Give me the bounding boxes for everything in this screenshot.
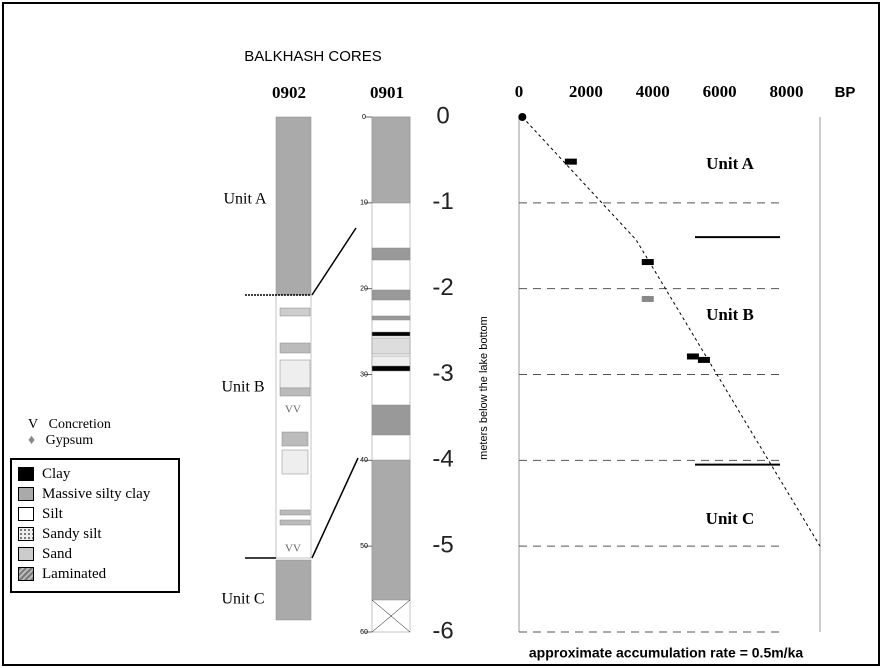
date-point bbox=[518, 113, 526, 121]
svg-text:VV: VV bbox=[285, 404, 301, 416]
unit-label: Unit C bbox=[221, 591, 264, 608]
y-tick-label: -5 bbox=[432, 532, 453, 559]
core-0902: VV VV bbox=[276, 117, 311, 620]
date-point bbox=[642, 296, 654, 302]
core-scale-label: 40 bbox=[360, 457, 368, 464]
date-point bbox=[642, 259, 654, 265]
symbol-label: Concretion bbox=[49, 417, 111, 432]
legend-label: Clay bbox=[42, 467, 152, 482]
unit-label: Unit C bbox=[706, 509, 755, 528]
legend-label: Silt bbox=[42, 507, 152, 522]
trend-line bbox=[522, 117, 820, 546]
legend-symbol: ♦ Gypsum bbox=[28, 433, 93, 449]
x-tick-label: 4000 bbox=[636, 82, 670, 101]
core-name: 0901 bbox=[370, 83, 404, 102]
legend-item: Massive silty clay bbox=[18, 487, 172, 502]
legend-item: Sand bbox=[18, 547, 172, 562]
core-scale-label: 60 bbox=[360, 629, 368, 636]
core-scale-label: 50 bbox=[360, 543, 368, 550]
core-scale-label: 30 bbox=[360, 371, 368, 378]
core-scale-label: 10 bbox=[360, 200, 368, 207]
x-tick-label: 6000 bbox=[703, 82, 737, 101]
legend-item: Silt bbox=[18, 507, 172, 522]
legend-symbol: V Concretion bbox=[28, 417, 111, 433]
symbol-label: Gypsum bbox=[46, 433, 93, 448]
legend-label: Massive silty clay bbox=[42, 487, 152, 502]
unit-label: Unit B bbox=[221, 379, 264, 396]
date-point bbox=[687, 353, 699, 359]
y-tick-label: -2 bbox=[432, 274, 453, 301]
unit-label: Unit A bbox=[223, 191, 267, 208]
y-tick-label: -1 bbox=[432, 188, 453, 215]
core-scale-label: 0 bbox=[362, 114, 366, 121]
legend-label: Laminated bbox=[42, 567, 152, 582]
y-tick-label: -4 bbox=[432, 446, 453, 473]
y-axis-label: meters below the lake bottom bbox=[478, 316, 490, 460]
core-name: 0902 bbox=[272, 83, 306, 102]
svg-text:VV: VV bbox=[285, 543, 301, 555]
x-tick-label: 2000 bbox=[569, 82, 603, 101]
y-tick-label: -6 bbox=[432, 617, 453, 644]
core-0901 bbox=[372, 117, 410, 632]
legend-item: Sandy silt bbox=[18, 527, 172, 542]
x-tick-label: 0 bbox=[515, 82, 524, 101]
legend: Clay Massive silty clay Silt Sandy silt … bbox=[10, 458, 180, 593]
x-axis-label: BP bbox=[835, 84, 856, 101]
unit-label: Unit A bbox=[706, 154, 754, 173]
y-tick-label: 0 bbox=[436, 102, 449, 129]
date-point bbox=[698, 357, 710, 363]
y-tick-label: -3 bbox=[432, 360, 453, 387]
legend-item: Clay bbox=[18, 467, 172, 482]
date-point bbox=[565, 159, 577, 165]
figure: BALKHASH CORES 0902 0901 VV VV Unit A Un… bbox=[0, 0, 882, 668]
x-tick-label: 8000 bbox=[770, 82, 804, 101]
figure-title: BALKHASH CORES bbox=[244, 48, 382, 65]
symbol: V bbox=[28, 417, 38, 432]
legend-item: Laminated bbox=[18, 567, 172, 582]
legend-label: Sand bbox=[42, 547, 152, 562]
symbol: ♦ bbox=[28, 433, 35, 448]
core-scale-label: 20 bbox=[360, 286, 368, 293]
unit-label: Unit B bbox=[706, 305, 754, 324]
legend-label: Sandy silt bbox=[42, 527, 152, 542]
note: approximate accumulation rate = 0.5m/ka bbox=[529, 645, 803, 661]
